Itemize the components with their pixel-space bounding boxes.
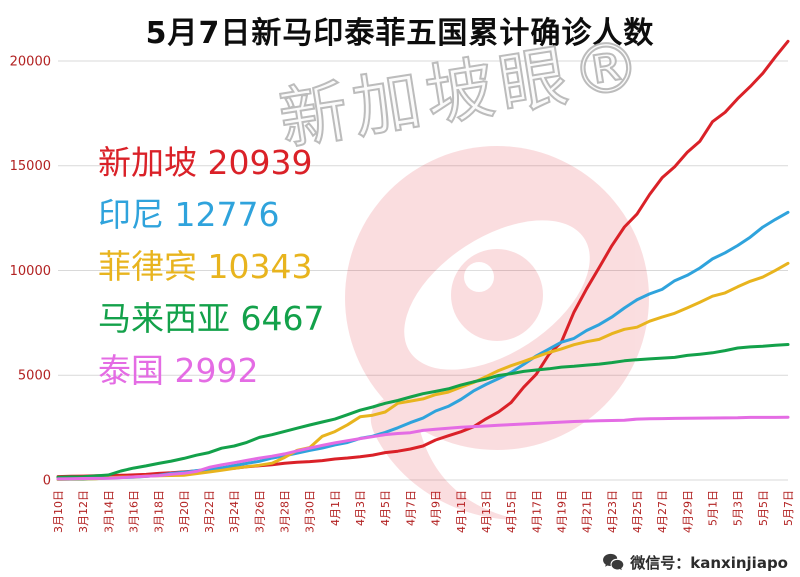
x-tick-label: 3月26日 bbox=[253, 490, 266, 533]
legend-item-indonesia: 印尼 12776 bbox=[98, 195, 280, 234]
x-tick-label: 4月7日 bbox=[404, 490, 417, 526]
x-tick-label: 4月27日 bbox=[656, 490, 669, 533]
logo-iris bbox=[451, 249, 543, 341]
logo-pupil-highlight bbox=[464, 262, 494, 292]
y-tick-label: 0 bbox=[43, 474, 51, 489]
x-tick-label: 3月30日 bbox=[304, 490, 317, 533]
eye-logo-watermark bbox=[345, 146, 649, 520]
y-tick-label: 20000 bbox=[10, 55, 51, 70]
x-tick-label: 3月28日 bbox=[279, 490, 292, 533]
x-tick-label: 3月18日 bbox=[153, 490, 166, 533]
x-tick-label: 3月20日 bbox=[178, 490, 191, 533]
logo-eye-white bbox=[404, 220, 590, 370]
legend-item-singapore: 新加坡 20939 bbox=[98, 143, 313, 182]
x-tick-label: 4月11日 bbox=[455, 490, 468, 533]
chart-title: 5月7日新马印泰菲五国累计确诊人数 bbox=[145, 16, 655, 51]
series-line-malaysia bbox=[56, 343, 790, 479]
grid-and-axes: 0 5000 10000 15000 20000 3月10日 3月12日 3月14日 3月16日… bbox=[10, 55, 795, 534]
x-tick-label: 3月22日 bbox=[203, 490, 216, 533]
x-tick-label: 4月5日 bbox=[379, 490, 392, 526]
x-tick-label: 5月7日 bbox=[782, 490, 795, 526]
x-tick-label: 4月21日 bbox=[581, 490, 594, 533]
x-tick-label: 3月24日 bbox=[228, 490, 241, 533]
x-tick-label: 5月1日 bbox=[707, 490, 720, 526]
x-tick-label: 4月3日 bbox=[354, 490, 367, 526]
logo-tail bbox=[370, 397, 520, 520]
x-tick-label: 4月23日 bbox=[606, 490, 619, 533]
x-tick-label: 3月10日 bbox=[52, 490, 65, 533]
legend-item-philippines: 菲律宾 10343 bbox=[98, 247, 313, 286]
y-tick-label: 10000 bbox=[10, 264, 51, 279]
series-line-philippines bbox=[56, 261, 790, 481]
x-tick-label: 5月3日 bbox=[732, 490, 745, 526]
watermark-text: 新加坡眼® bbox=[274, 25, 652, 161]
series-lines bbox=[56, 39, 790, 481]
wechat-id-label: 微信号：kanxinjiapo bbox=[630, 554, 788, 572]
logo-blob bbox=[345, 146, 649, 450]
series-line-thailand bbox=[56, 415, 790, 481]
wechat-icon bbox=[602, 553, 624, 572]
x-tick-label: 3月14日 bbox=[102, 490, 115, 533]
legend-item-malaysia: 马来西亚 6467 bbox=[98, 299, 325, 338]
x-tick-label: 4月13日 bbox=[480, 490, 493, 533]
x-tick-label: 4月19日 bbox=[555, 490, 568, 533]
x-tick-label: 4月1日 bbox=[329, 490, 342, 526]
x-tick-label: 4月9日 bbox=[430, 490, 443, 526]
x-tick-label: 3月12日 bbox=[77, 490, 90, 533]
x-tick-label: 4月15日 bbox=[505, 490, 518, 533]
x-tick-label: 4月17日 bbox=[530, 490, 543, 533]
x-tick-label: 3月16日 bbox=[128, 490, 141, 533]
x-tick-label: 5月5日 bbox=[757, 490, 770, 526]
x-tick-label: 4月29日 bbox=[681, 490, 694, 533]
x-tick-label: 4月25日 bbox=[631, 490, 644, 533]
chart-legend: 新加坡 20939 印尼 12776 菲律宾 10343 马来西亚 6467 泰国 29… bbox=[98, 142, 324, 392]
legend-item-thailand: 泰国 2992 bbox=[98, 351, 259, 390]
y-tick-label: 15000 bbox=[10, 159, 51, 174]
wechat-footer: 微信号：kanxinjiapo bbox=[602, 552, 788, 573]
y-tick-label: 5000 bbox=[18, 369, 51, 384]
